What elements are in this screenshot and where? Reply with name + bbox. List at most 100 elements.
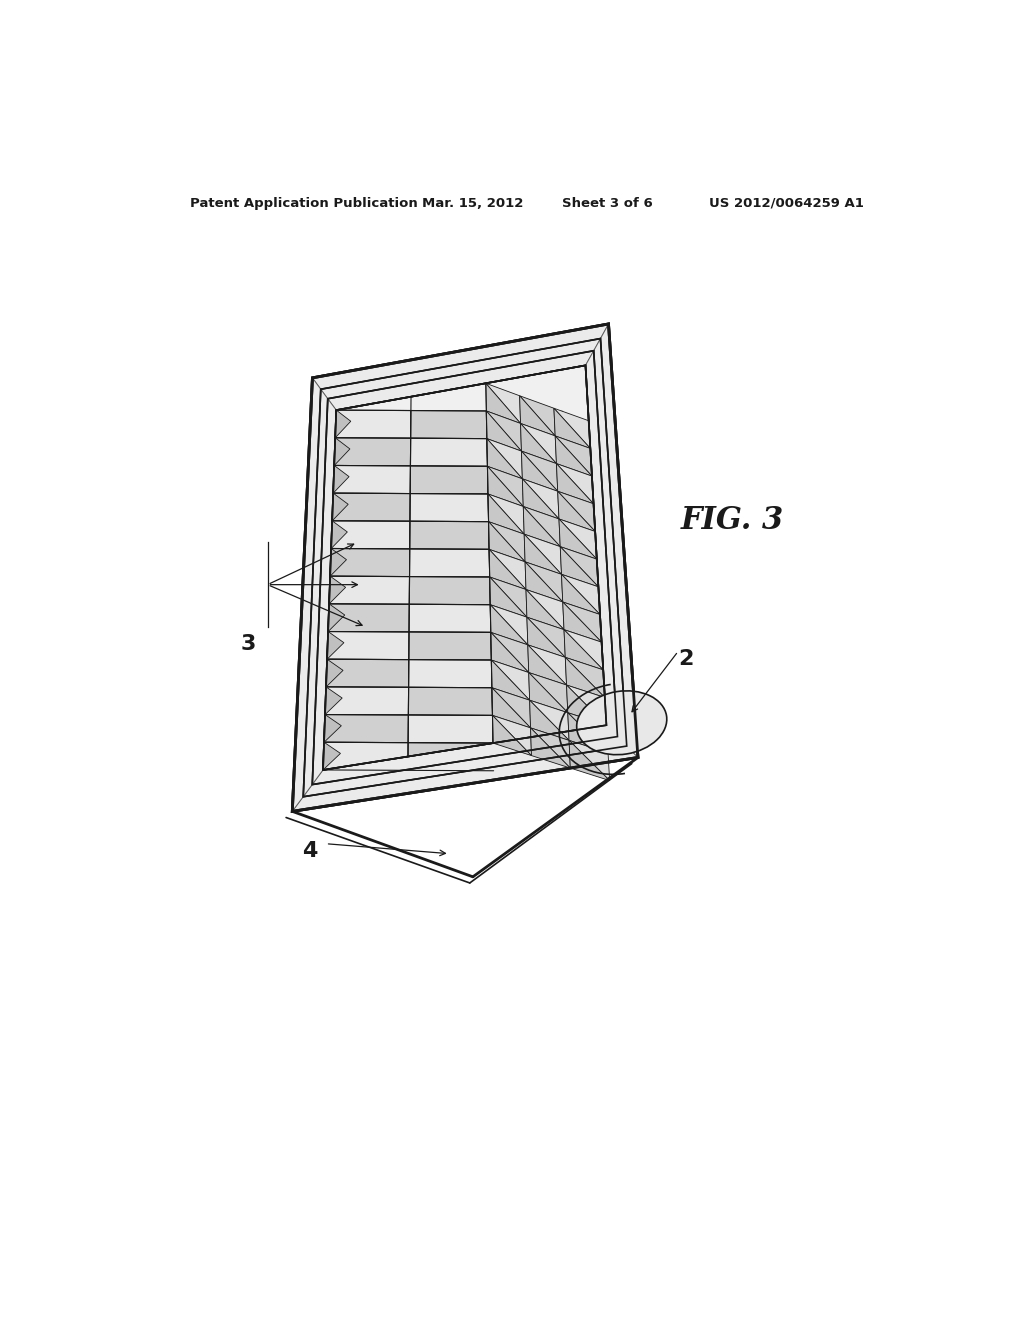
Polygon shape <box>325 686 342 714</box>
Polygon shape <box>329 577 346 603</box>
Polygon shape <box>488 521 569 549</box>
Polygon shape <box>527 645 566 685</box>
Polygon shape <box>522 479 559 519</box>
Polygon shape <box>328 603 345 631</box>
Polygon shape <box>324 714 341 742</box>
Polygon shape <box>556 463 594 504</box>
Polygon shape <box>489 577 527 618</box>
Polygon shape <box>525 562 563 602</box>
Polygon shape <box>526 590 564 630</box>
Polygon shape <box>490 632 528 673</box>
Polygon shape <box>488 521 525 562</box>
Polygon shape <box>303 389 328 797</box>
Polygon shape <box>527 618 565 657</box>
Polygon shape <box>527 618 565 657</box>
Polygon shape <box>411 411 486 438</box>
Polygon shape <box>331 521 347 549</box>
Polygon shape <box>490 632 528 673</box>
Polygon shape <box>328 351 594 411</box>
Polygon shape <box>520 424 556 463</box>
Polygon shape <box>494 730 579 743</box>
Polygon shape <box>312 399 336 784</box>
Polygon shape <box>323 366 606 770</box>
Polygon shape <box>555 436 592 477</box>
Polygon shape <box>409 660 492 688</box>
Polygon shape <box>328 603 410 632</box>
Polygon shape <box>530 727 570 768</box>
Polygon shape <box>332 494 411 521</box>
Polygon shape <box>330 549 410 577</box>
Polygon shape <box>487 466 523 507</box>
Polygon shape <box>330 549 346 577</box>
Polygon shape <box>487 466 566 495</box>
Polygon shape <box>312 725 617 784</box>
Polygon shape <box>489 549 526 590</box>
Polygon shape <box>312 323 608 389</box>
Polygon shape <box>334 438 350 466</box>
Polygon shape <box>594 338 627 746</box>
Polygon shape <box>408 743 494 756</box>
Polygon shape <box>560 546 598 587</box>
Polygon shape <box>490 605 573 632</box>
Polygon shape <box>326 659 409 688</box>
Polygon shape <box>493 715 579 743</box>
Polygon shape <box>492 688 530 727</box>
Polygon shape <box>529 700 569 741</box>
Polygon shape <box>560 546 598 587</box>
Polygon shape <box>325 686 409 715</box>
Polygon shape <box>554 408 590 449</box>
Polygon shape <box>410 521 489 549</box>
Polygon shape <box>486 411 564 440</box>
Text: US 2012/0064259 A1: US 2012/0064259 A1 <box>710 197 864 210</box>
Polygon shape <box>563 602 601 642</box>
Polygon shape <box>486 438 522 479</box>
Polygon shape <box>409 688 493 715</box>
Polygon shape <box>490 605 527 645</box>
Polygon shape <box>334 438 411 466</box>
Polygon shape <box>485 383 520 424</box>
Polygon shape <box>528 673 567 713</box>
Polygon shape <box>558 491 595 532</box>
Polygon shape <box>489 577 527 618</box>
Polygon shape <box>558 491 595 532</box>
Polygon shape <box>565 657 605 697</box>
Polygon shape <box>586 351 617 737</box>
Polygon shape <box>411 466 488 494</box>
Polygon shape <box>555 436 592 477</box>
Polygon shape <box>520 424 556 463</box>
Polygon shape <box>493 715 531 755</box>
Polygon shape <box>490 632 574 660</box>
Polygon shape <box>492 660 529 700</box>
Polygon shape <box>327 631 344 659</box>
Polygon shape <box>486 411 521 451</box>
Polygon shape <box>521 451 558 491</box>
Polygon shape <box>410 549 489 577</box>
Polygon shape <box>411 438 487 466</box>
Polygon shape <box>564 630 603 669</box>
Polygon shape <box>303 737 627 797</box>
Polygon shape <box>410 494 488 521</box>
Polygon shape <box>492 688 578 715</box>
Polygon shape <box>564 630 603 669</box>
Polygon shape <box>326 659 343 686</box>
Polygon shape <box>493 715 531 755</box>
Text: Mar. 15, 2012: Mar. 15, 2012 <box>423 197 524 210</box>
Polygon shape <box>524 535 561 574</box>
Polygon shape <box>600 323 638 758</box>
Polygon shape <box>524 535 561 574</box>
Ellipse shape <box>577 690 667 755</box>
Polygon shape <box>409 715 494 743</box>
Text: 3: 3 <box>241 634 256 653</box>
Polygon shape <box>333 466 349 494</box>
Polygon shape <box>292 746 638 812</box>
Polygon shape <box>486 438 522 479</box>
Polygon shape <box>565 657 605 697</box>
Polygon shape <box>335 411 351 438</box>
Text: 2: 2 <box>678 649 693 669</box>
Polygon shape <box>489 549 570 577</box>
Polygon shape <box>556 463 594 504</box>
Polygon shape <box>567 713 608 752</box>
Polygon shape <box>292 378 321 812</box>
Polygon shape <box>526 590 564 630</box>
Polygon shape <box>522 479 559 519</box>
